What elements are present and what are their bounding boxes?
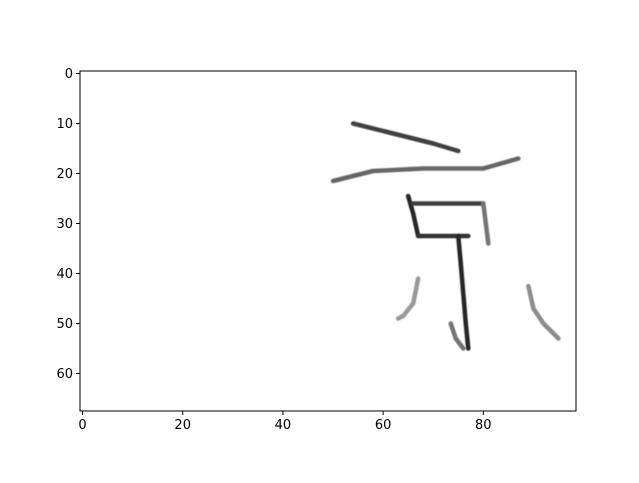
image-stroke-0 — [350, 121, 461, 154]
y-tick-label: 30 — [56, 217, 73, 232]
x-tick-label: 40 — [275, 418, 292, 433]
image-stroke-4 — [481, 201, 491, 246]
y-tick-label: 50 — [56, 317, 73, 332]
y-tick-label: 10 — [56, 117, 73, 132]
y-tick-label: 60 — [56, 367, 73, 382]
image-stroke-6 — [456, 233, 471, 351]
y-tick-label: 0 — [65, 67, 73, 82]
x-tick-label: 60 — [375, 418, 392, 433]
image-stroke-2 — [405, 193, 421, 239]
image-stroke-8 — [395, 276, 421, 321]
x-tick-label: 0 — [78, 418, 86, 433]
y-axis: 0 10 20 30 40 50 60 — [56, 67, 80, 382]
image-stroke-1 — [330, 156, 521, 184]
y-tick-label: 20 — [56, 167, 73, 182]
plot-area — [80, 71, 576, 411]
x-tick-label: 20 — [174, 418, 191, 433]
x-axis: 0 20 40 60 80 — [78, 411, 492, 433]
image-stroke-7 — [448, 321, 466, 351]
plot-frame — [79, 70, 577, 412]
y-tick-label: 40 — [56, 267, 73, 282]
image-stroke-9 — [526, 283, 561, 341]
image-strokes — [330, 121, 561, 351]
x-tick-label: 80 — [475, 418, 492, 433]
